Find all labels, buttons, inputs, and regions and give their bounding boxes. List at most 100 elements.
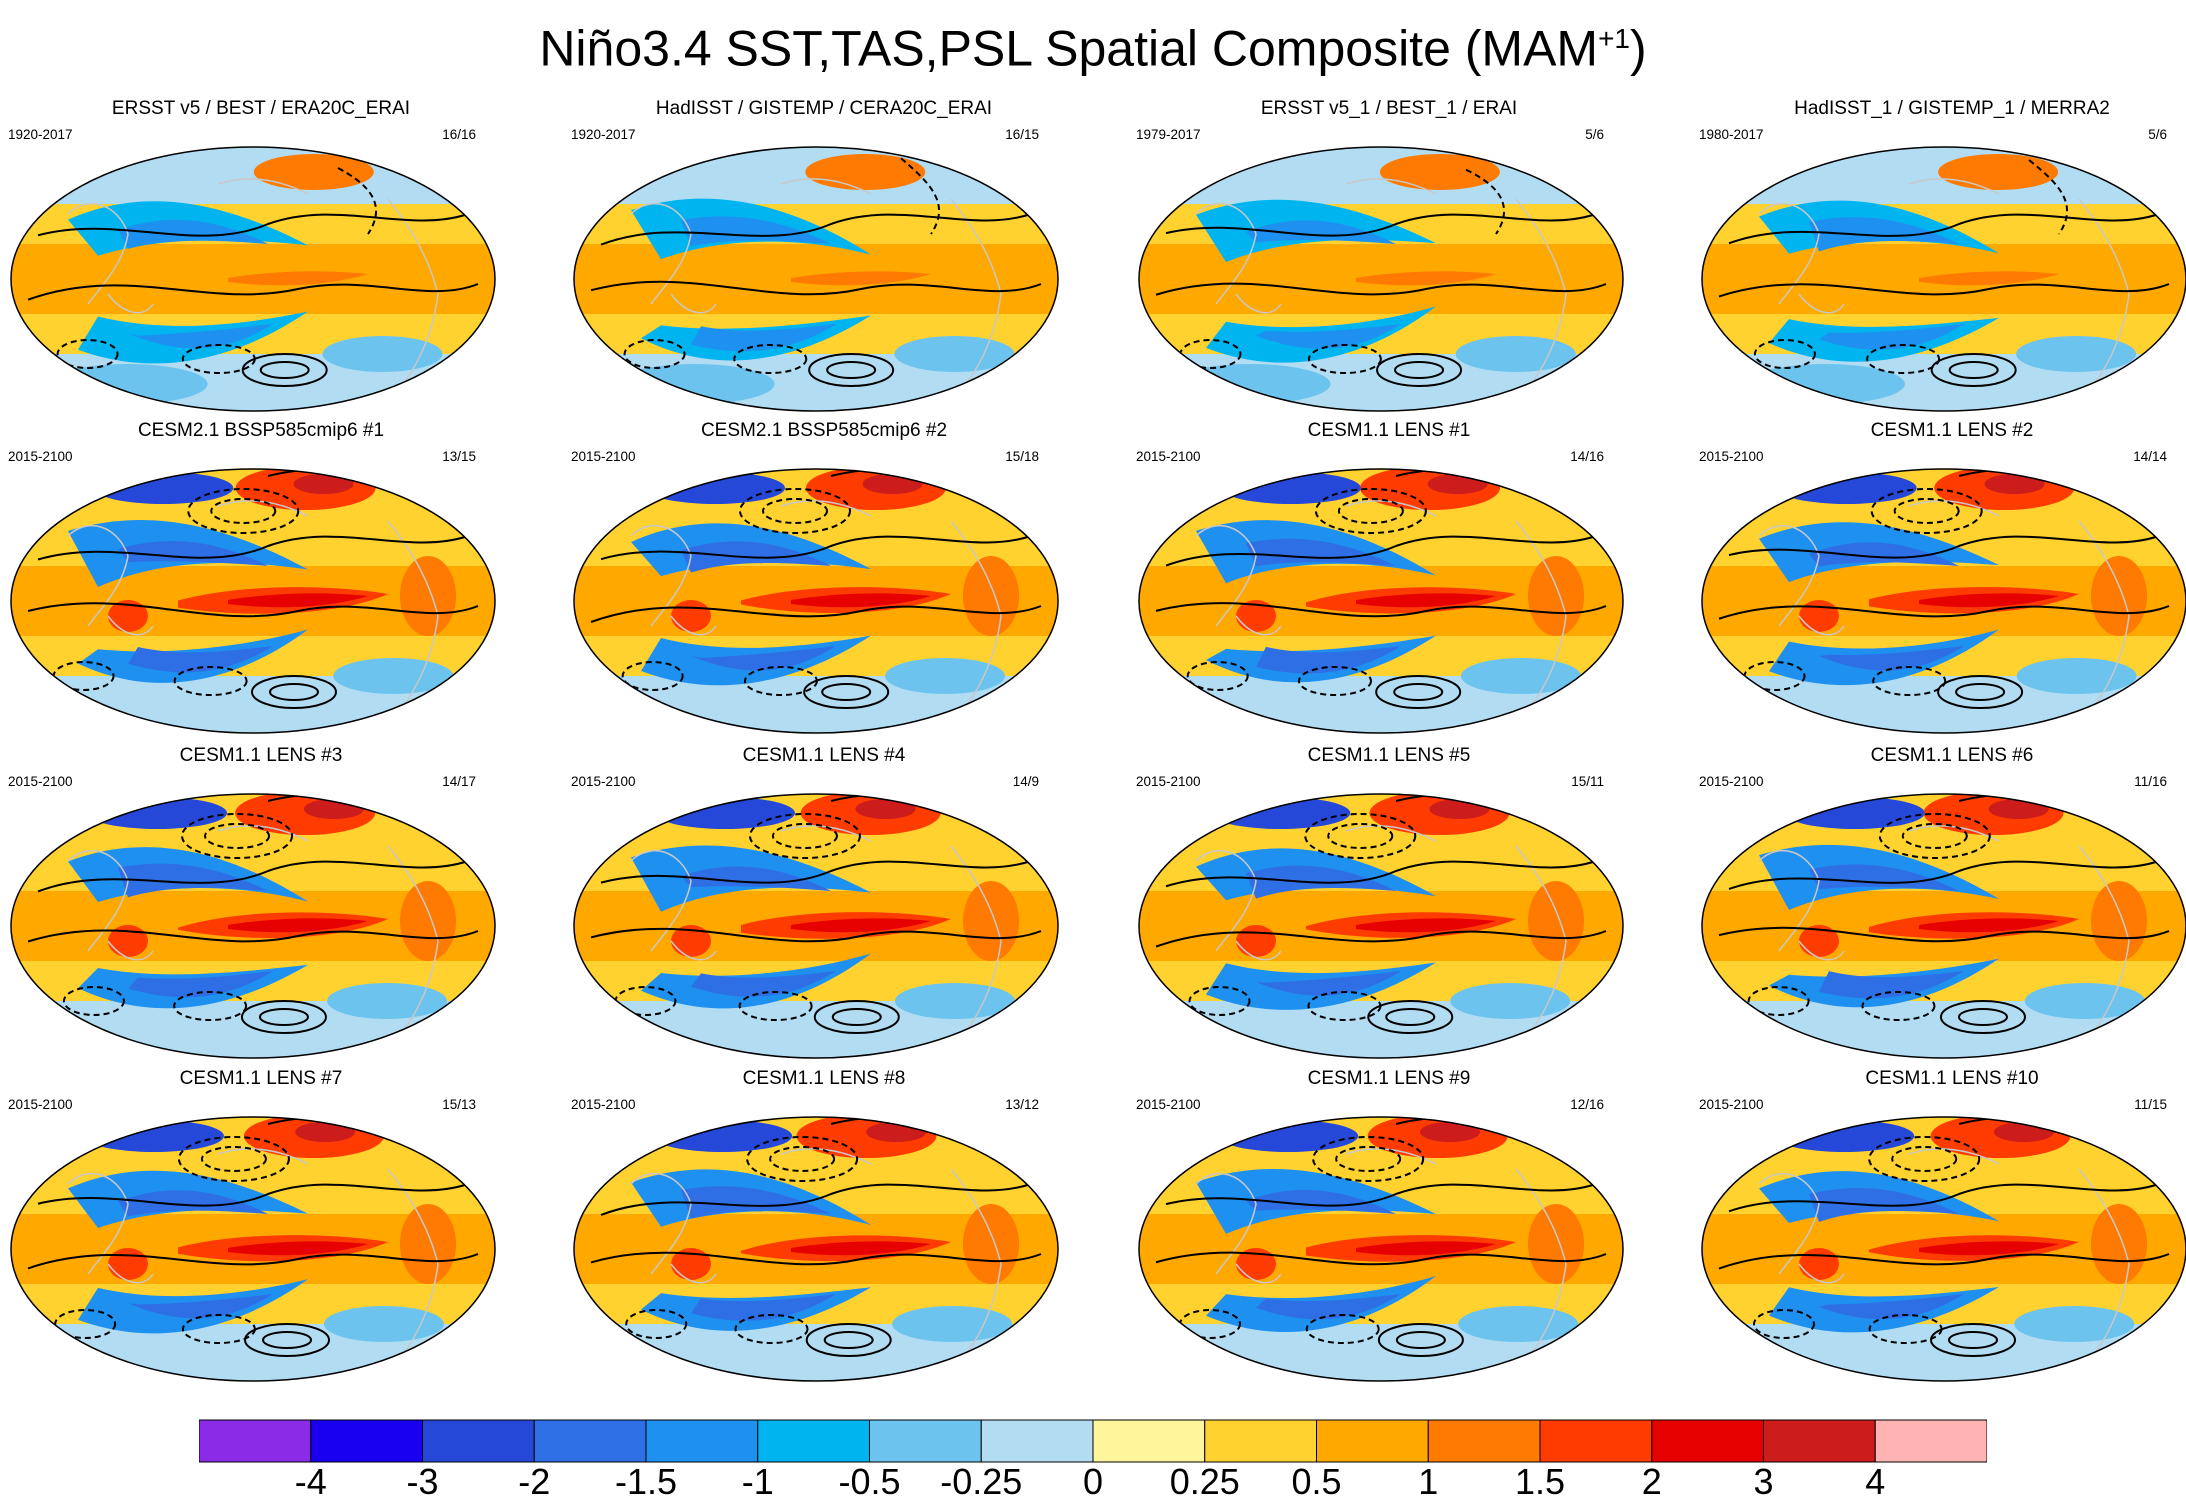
panel-counts: 11/16	[2134, 774, 2167, 789]
map-panel: CESM2.1 BSSP585cmip6 #2 2015-2100 15/18	[563, 420, 1085, 734]
field-warm-core	[791, 918, 931, 933]
colorbar-swatch	[1763, 1419, 1876, 1463]
field-cold-core	[691, 646, 836, 671]
field-cold-core	[691, 1294, 836, 1321]
coastline	[630, 825, 1002, 1032]
map-outline	[10, 146, 496, 412]
colorbar-swatch	[1427, 1419, 1541, 1463]
field-southamerica-warm	[1528, 1204, 1584, 1284]
map-panel: CESM1.1 LENS #7 2015-2100 15/13	[0, 1068, 522, 1382]
contour-dashed	[177, 1136, 290, 1182]
panel-counts: 15/11	[1571, 774, 1604, 789]
contour-dashed	[1872, 666, 1947, 696]
contour-solid	[1155, 282, 1607, 296]
field-south-cool	[892, 1306, 1013, 1342]
contour-solid	[1937, 675, 2024, 709]
field-band	[11, 147, 495, 204]
map-field	[1702, 1117, 2186, 1381]
psl-contours	[590, 157, 1042, 387]
contour-dashed	[187, 488, 300, 534]
field-cold-core	[128, 1294, 273, 1319]
field-cold-core	[118, 540, 268, 566]
colorbar-swatch	[757, 1419, 870, 1463]
map-panel: HadISST_1 / GISTEMP_1 / MERRA2 1980-2017 5…	[1691, 98, 2186, 412]
title-superscript: +1	[1598, 23, 1631, 54]
panel-period: 2015-2100	[1136, 449, 1201, 464]
map-plot	[10, 793, 496, 1059]
contour-solid	[244, 1323, 331, 1357]
contour-solid	[1165, 535, 1597, 567]
coastline	[1195, 1148, 1567, 1355]
field-warm-core	[1919, 593, 2059, 608]
field-arctic-hot	[862, 474, 923, 494]
colorbar-tick-label: -1.5	[614, 1461, 678, 1502]
field-warm-core	[1356, 918, 1496, 933]
contour-solid	[600, 1183, 1032, 1216]
contour-dashed	[1901, 823, 1968, 849]
colorbar-tick-label: 2	[1641, 1461, 1662, 1502]
contour-dashed	[748, 813, 861, 859]
map-panel: ERSST v5 / BEST / ERA20C_ERAI 1920-2017 16…	[0, 98, 522, 412]
field-south-cool	[333, 658, 454, 694]
panel-period: 1920-2017	[8, 127, 73, 142]
contour-dashed	[1753, 339, 1816, 369]
field-cold-core	[1256, 324, 1401, 349]
map-field	[11, 1117, 495, 1381]
contour-solid	[1948, 361, 1999, 379]
map-plot	[573, 468, 1059, 734]
contour-solid	[1728, 1183, 2160, 1213]
panel-counts: 11/15	[2134, 1097, 2167, 1112]
panel-title: ERSST v5 / BEST / ERA20C_ERAI	[111, 98, 411, 119]
map-outline	[10, 793, 496, 1059]
field-arctic-hot	[1420, 1122, 1481, 1142]
contour-dashed	[181, 813, 294, 859]
colorbar-swatch	[980, 1419, 1094, 1463]
contour-solid	[1155, 602, 1607, 618]
colorbar-swatch	[533, 1419, 647, 1463]
contour-solid	[1718, 605, 2170, 620]
map-panel: CESM1.1 LENS #1 2015-2100 14/16	[1128, 420, 1650, 734]
panel-period: 2015-2100	[8, 449, 73, 464]
contour-solid	[37, 213, 469, 237]
field-south-cool	[1455, 336, 1576, 372]
field-arctic-hot	[1429, 799, 1490, 819]
panel-counts: 12/16	[1570, 1097, 1604, 1112]
panel-title: CESM1.1 LENS #10	[1865, 1068, 2039, 1089]
panel-counts: 16/15	[1005, 127, 1039, 142]
panel-title: CESM2.1 BSSP585cmip6 #2	[700, 420, 948, 441]
contour-solid	[1375, 675, 1462, 709]
colorbar-swatch	[869, 1419, 982, 1463]
panel-title: CESM1.1 LENS #9	[1307, 1068, 1471, 1089]
contour-solid	[1930, 1323, 2017, 1357]
contour-dashed	[739, 488, 852, 534]
map-outline	[1138, 468, 1624, 734]
contour-dashed	[1866, 344, 1941, 374]
contour-solid	[1955, 683, 2006, 701]
panel-counts: 13/12	[1005, 1097, 1039, 1112]
map-field	[1139, 147, 1623, 411]
contour-solid	[1718, 283, 2170, 298]
panel-period: 2015-2100	[1699, 449, 1764, 464]
panel-title: CESM1.1 LENS #8	[742, 1068, 906, 1089]
field-warm-core	[228, 593, 368, 608]
contour-solid	[258, 1008, 309, 1026]
contour-solid	[1728, 213, 2160, 245]
map-outline	[1701, 146, 2186, 412]
field-arctic-hot	[293, 474, 354, 494]
field-southamerica-warm	[400, 881, 456, 961]
field-arctic-hot	[1988, 799, 2049, 819]
field-arctic-hot	[855, 799, 916, 819]
field-arctic-warm	[805, 154, 926, 190]
contour-solid	[590, 280, 1042, 296]
coastline	[1758, 500, 2130, 707]
field-south-cool	[1170, 364, 1331, 404]
field-south-cool	[47, 364, 208, 404]
contour-dashed	[621, 661, 684, 691]
colorbar-tick-label: 1.5	[1514, 1461, 1566, 1502]
contour-dashed	[1186, 661, 1249, 691]
panel-title: CESM1.1 LENS #3	[179, 745, 343, 766]
colorbar-tick-label: 3	[1753, 1461, 1774, 1502]
field-south-cool	[2014, 1306, 2135, 1342]
contour-solid	[600, 213, 1032, 246]
field-warm-core	[791, 593, 931, 608]
